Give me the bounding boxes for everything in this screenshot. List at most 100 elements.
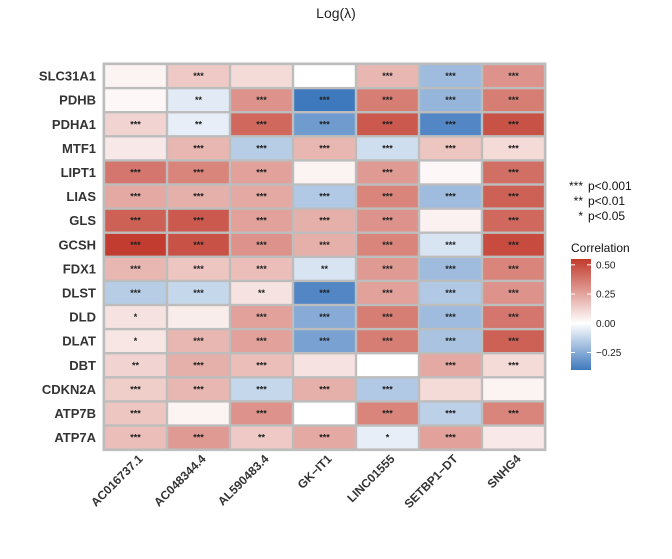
significance-mark: **: [195, 95, 203, 105]
heatmap-cell: [168, 137, 229, 160]
significance-mark: ***: [130, 167, 141, 177]
heatmap-cell: [483, 426, 544, 449]
significance-mark: ***: [445, 360, 456, 370]
significance-mark: *: [134, 336, 138, 346]
heatmap-cell: [168, 65, 229, 87]
significance-mark: ***: [508, 71, 519, 81]
significance-mark: ***: [256, 360, 267, 370]
heatmap-cell: [231, 137, 292, 160]
significance-mark: ***: [193, 264, 204, 274]
heatmap-cell: [294, 402, 355, 425]
heatmap-cell: [357, 161, 418, 184]
significance-mark: ***: [382, 288, 393, 298]
heatmap-cell: [357, 402, 418, 425]
significance-mark: ***: [445, 433, 456, 443]
significance-mark: ***: [445, 95, 456, 105]
heatmap-cell: [168, 113, 229, 136]
heatmap-cell: [357, 354, 418, 377]
heatmap-cell: [231, 161, 292, 184]
heatmap-cell: [357, 185, 418, 208]
heatmap-cell: [168, 402, 229, 425]
row-label: ATP7A: [54, 430, 96, 445]
column-labels: AC016737.1 AC048344.4 AL590483.4 GK−IT1 LINC…: [88, 451, 524, 511]
significance-marks: *** *** *** ***** *** *** *** *** ****** ** *** ***…: [130, 71, 519, 443]
significance-mark: ***: [382, 264, 393, 274]
heatmap-cell: [420, 161, 481, 184]
heatmap-cell: [231, 209, 292, 232]
significance-mark: ***: [319, 216, 330, 226]
row-label: DBT: [69, 358, 96, 373]
significance-mark: ***: [508, 216, 519, 226]
heatmap-cell: [105, 402, 166, 425]
significance-mark: ***: [193, 336, 204, 346]
heatmap-cell: [483, 233, 544, 256]
significance-mark: ***: [382, 384, 393, 394]
significance-mark: ***: [445, 71, 456, 81]
column-label: AL590483.4: [215, 452, 272, 509]
row-labels: SLC31A1 PDHB PDHA1 MTF1 LIPT1 LIAS GLS GCSH FDX1…: [39, 69, 97, 445]
heatmap-cell: [168, 185, 229, 208]
row-label: PDHA1: [52, 117, 96, 132]
heatmap-cell: [420, 113, 481, 136]
row-label: FDX1: [63, 261, 96, 276]
heatmap-cell: [168, 330, 229, 352]
heatmap-cell: [357, 258, 418, 280]
heatmap-cell: [231, 113, 292, 136]
colorbar-gradient: [571, 259, 591, 370]
heatmap-cell: [168, 161, 229, 184]
heatmap-cell: [357, 137, 418, 160]
heatmap-cell: [231, 426, 292, 449]
heatmap-cell: [105, 426, 166, 449]
significance-mark: ***: [130, 119, 141, 129]
significance-mark: ***: [382, 408, 393, 418]
heatmap-cell: [483, 402, 544, 425]
significance-symbol: **: [574, 194, 584, 208]
significance-mark: ***: [508, 143, 519, 153]
row-label: LIAS: [66, 189, 96, 204]
heatmap-cell: [105, 209, 166, 232]
significance-mark: ***: [445, 408, 456, 418]
heatmap-cell: [231, 402, 292, 425]
significance-mark: **: [132, 360, 140, 370]
heatmap-cell: [357, 426, 418, 449]
significance-mark: ***: [130, 408, 141, 418]
heatmap-cell: [105, 354, 166, 377]
heatmap-cell: [168, 282, 229, 304]
heatmap-cell: [105, 89, 166, 111]
heatmap-cell: [420, 233, 481, 256]
heatmap-cell: [105, 233, 166, 256]
significance-mark: ***: [130, 433, 141, 443]
row-label: SLC31A1: [39, 69, 96, 84]
heatmap-cell: [483, 258, 544, 280]
significance-mark: ***: [256, 143, 267, 153]
heatmap-cell: [105, 161, 166, 184]
significance-mark: ***: [319, 336, 330, 346]
significance-mark: ***: [382, 216, 393, 226]
significance-mark: ***: [508, 336, 519, 346]
heatmap-cell: [105, 258, 166, 280]
significance-mark: ***: [319, 143, 330, 153]
significance-mark: ***: [508, 288, 519, 298]
heatmap-cell: [294, 233, 355, 256]
significance-mark: ***: [256, 336, 267, 346]
significance-mark: ***: [130, 264, 141, 274]
heatmap-cell: [483, 137, 544, 160]
significance-mark: *: [134, 312, 138, 322]
significance-mark: ***: [382, 240, 393, 250]
heatmap-cell: [357, 113, 418, 136]
column-label: SETBP1−DT: [401, 451, 461, 511]
significance-mark: ***: [445, 336, 456, 346]
significance-symbol: ***: [569, 179, 583, 193]
heatmap-cell: [420, 137, 481, 160]
heatmap-cell: [420, 258, 481, 280]
significance-label: p<0.05: [588, 209, 625, 223]
heatmap-cell: [231, 354, 292, 377]
row-label: DLAT: [62, 334, 96, 349]
significance-mark: ***: [193, 216, 204, 226]
heatmap-cell: [105, 185, 166, 208]
heatmap-cell: [168, 306, 229, 328]
heatmap-cell: [357, 209, 418, 232]
significance-mark: ***: [319, 95, 330, 105]
significance-mark: ***: [319, 312, 330, 322]
significance-mark: ***: [382, 95, 393, 105]
